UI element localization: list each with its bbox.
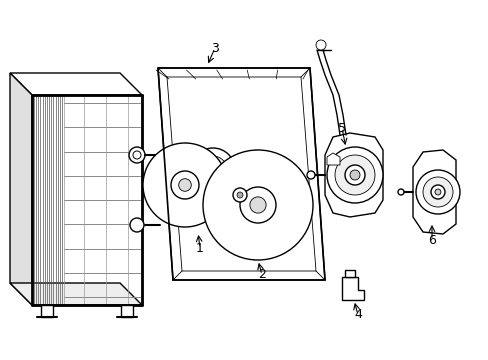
Circle shape <box>130 218 143 232</box>
Circle shape <box>171 171 199 199</box>
Polygon shape <box>121 305 133 317</box>
Polygon shape <box>204 219 253 237</box>
Circle shape <box>129 147 145 163</box>
Circle shape <box>306 171 314 179</box>
Circle shape <box>178 179 191 191</box>
Text: 2: 2 <box>258 269 265 282</box>
Circle shape <box>240 187 275 223</box>
Polygon shape <box>235 220 270 260</box>
Polygon shape <box>41 305 53 317</box>
Polygon shape <box>345 270 354 277</box>
Circle shape <box>422 177 452 207</box>
Polygon shape <box>143 192 179 206</box>
Circle shape <box>345 165 364 185</box>
Polygon shape <box>172 143 186 176</box>
Circle shape <box>237 192 243 198</box>
Polygon shape <box>10 73 142 95</box>
Circle shape <box>249 197 265 213</box>
Text: 4: 4 <box>353 309 361 321</box>
Polygon shape <box>10 283 142 305</box>
Polygon shape <box>196 175 226 196</box>
Circle shape <box>203 150 312 260</box>
Text: 3: 3 <box>211 41 219 54</box>
Circle shape <box>430 185 444 199</box>
Polygon shape <box>412 150 455 234</box>
Circle shape <box>133 151 141 159</box>
Polygon shape <box>205 172 240 213</box>
Circle shape <box>415 170 459 214</box>
Circle shape <box>349 170 359 180</box>
Polygon shape <box>341 277 363 300</box>
Polygon shape <box>164 198 192 226</box>
Polygon shape <box>270 189 312 216</box>
Polygon shape <box>237 150 256 197</box>
Text: 1: 1 <box>196 242 203 255</box>
Polygon shape <box>253 157 300 186</box>
Circle shape <box>199 156 226 184</box>
Circle shape <box>397 189 403 195</box>
Circle shape <box>315 40 325 50</box>
Polygon shape <box>32 95 142 305</box>
Text: 6: 6 <box>427 234 435 247</box>
Polygon shape <box>326 153 339 165</box>
Polygon shape <box>184 150 219 170</box>
Circle shape <box>191 148 235 192</box>
Polygon shape <box>10 73 32 305</box>
Circle shape <box>334 155 374 195</box>
Circle shape <box>326 147 382 203</box>
Circle shape <box>232 188 246 202</box>
Polygon shape <box>276 205 298 254</box>
Polygon shape <box>198 188 213 224</box>
Polygon shape <box>158 68 325 280</box>
Polygon shape <box>146 157 170 189</box>
Text: 5: 5 <box>337 122 346 135</box>
Circle shape <box>142 143 226 227</box>
Polygon shape <box>325 133 382 217</box>
Circle shape <box>434 189 440 195</box>
